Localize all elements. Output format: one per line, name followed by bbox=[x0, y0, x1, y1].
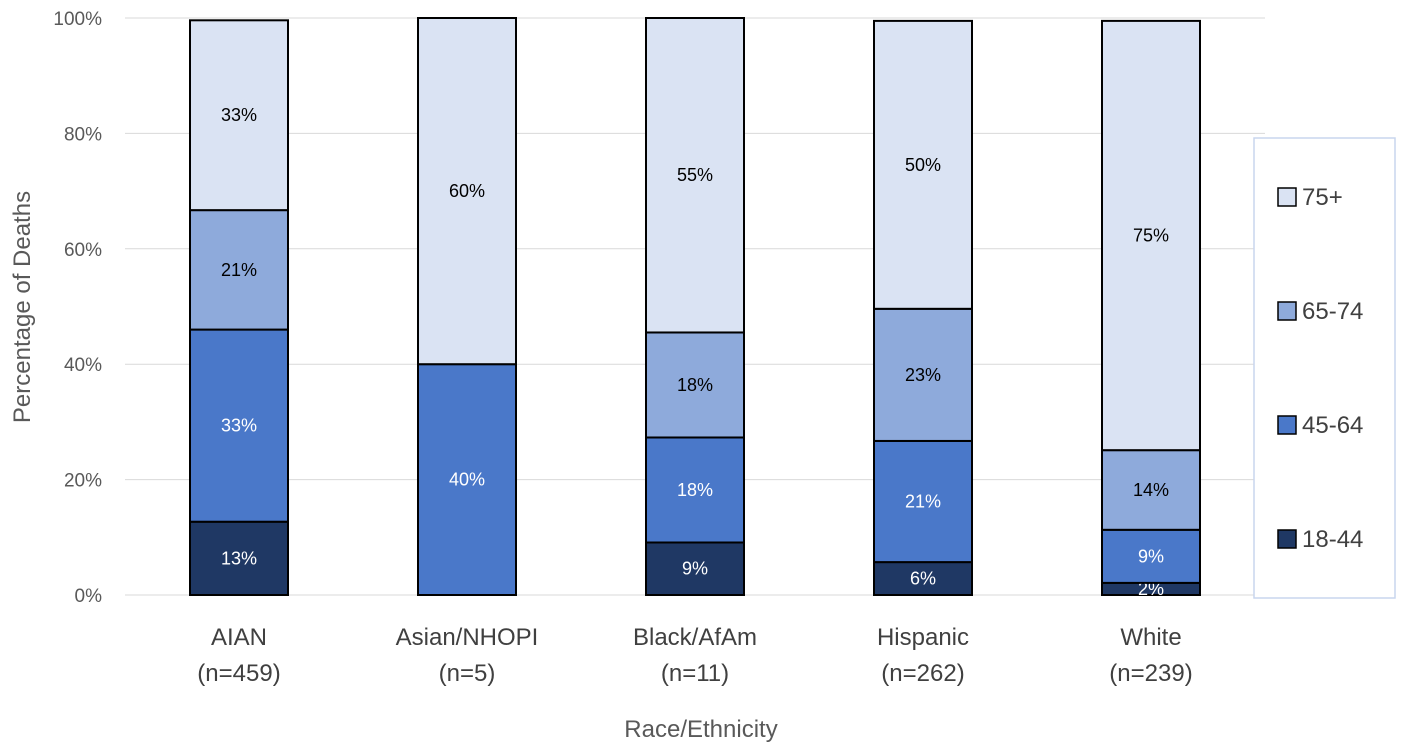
data-label: 33% bbox=[221, 416, 257, 436]
bar-segment-18-44 bbox=[189, 520, 289, 597]
x-tick-label: (n=5) bbox=[439, 660, 496, 687]
x-tick-label: Black/AfAm bbox=[633, 624, 757, 651]
bars: 13%33%21%33%0%40%60%9%18%18%55%6%21%23%5… bbox=[189, 17, 1201, 605]
legend-box bbox=[1253, 137, 1396, 599]
x-tick-label: Asian/NHOPI bbox=[396, 624, 539, 651]
bar-segment-75+ bbox=[645, 17, 745, 334]
y-tick-label: 40% bbox=[64, 355, 102, 376]
bar-segment-45-64 bbox=[645, 436, 745, 544]
x-tick-label: AIAN bbox=[211, 624, 267, 651]
y-axis-title: Percentage of Deaths bbox=[9, 191, 36, 423]
data-label: 18% bbox=[677, 480, 713, 500]
bar-segment-75+ bbox=[873, 19, 973, 310]
y-tick-label: 0% bbox=[75, 586, 103, 607]
y-tick-label: 20% bbox=[64, 471, 102, 492]
x-tick-label: (n=262) bbox=[881, 660, 964, 687]
bar-segment-65-74 bbox=[645, 331, 745, 439]
data-label: 6% bbox=[910, 569, 936, 589]
legend-label: 75+ bbox=[1302, 184, 1343, 211]
data-label: 23% bbox=[905, 365, 941, 385]
data-label: 50% bbox=[905, 155, 941, 175]
bar-segment-75+ bbox=[189, 19, 289, 212]
data-label: 21% bbox=[221, 260, 257, 280]
y-tick-label: 100% bbox=[53, 9, 102, 30]
x-axis-title: Race/Ethnicity bbox=[624, 716, 777, 743]
bar-segment-65-74 bbox=[1101, 449, 1201, 531]
data-label: 2% bbox=[1138, 579, 1164, 599]
x-tick-label: (n=459) bbox=[197, 660, 280, 687]
bar-segment-45-64 bbox=[189, 328, 289, 523]
bar-segment-65-74 bbox=[189, 209, 289, 331]
legend-swatch bbox=[1277, 529, 1297, 549]
data-label: 60% bbox=[449, 181, 485, 201]
bar-segment-65-74 bbox=[873, 307, 973, 442]
bar-segment-75+ bbox=[1101, 19, 1201, 452]
legend-swatch bbox=[1277, 187, 1297, 207]
legend-label: 18-44 bbox=[1302, 526, 1363, 553]
data-label: 9% bbox=[1138, 546, 1164, 566]
data-label: 40% bbox=[449, 470, 485, 490]
data-label: 18% bbox=[677, 375, 713, 395]
data-label: 75% bbox=[1133, 226, 1169, 246]
y-axis-ticks: 0% 20% 40% 60% 80% 100% bbox=[53, 9, 102, 607]
legend-swatch bbox=[1277, 301, 1297, 321]
data-label: 14% bbox=[1133, 480, 1169, 500]
y-tick-label: 60% bbox=[64, 240, 102, 261]
data-label: 9% bbox=[682, 559, 708, 579]
data-label: 21% bbox=[905, 492, 941, 512]
y-tick-label: 80% bbox=[64, 124, 102, 145]
data-label: 33% bbox=[221, 105, 257, 125]
data-label: 13% bbox=[221, 548, 257, 568]
x-tick-label: (n=239) bbox=[1109, 660, 1192, 687]
bar-segment-75+ bbox=[417, 17, 517, 366]
legend: 75+ 65-74 45-64 18-44 bbox=[1253, 137, 1396, 599]
x-tick-label: Hispanic bbox=[877, 624, 969, 651]
x-axis-labels: AIAN (n=459) Asian/NHOPI (n=5) Black/AfAm (n=… bbox=[197, 624, 1192, 687]
data-label: 55% bbox=[677, 165, 713, 185]
bar-segment-18-44 bbox=[645, 541, 745, 596]
legend-label: 65-74 bbox=[1302, 298, 1363, 325]
bar-segment-18-44 bbox=[873, 561, 973, 597]
bar-segment-45-64 bbox=[873, 439, 973, 564]
legend-swatch bbox=[1277, 415, 1297, 435]
x-tick-label: (n=11) bbox=[661, 660, 729, 687]
legend-label: 45-64 bbox=[1302, 412, 1363, 439]
x-tick-label: White bbox=[1120, 624, 1181, 651]
